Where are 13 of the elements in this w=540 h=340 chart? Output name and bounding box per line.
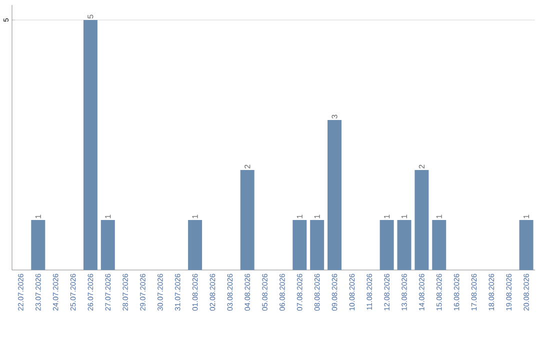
bar bbox=[380, 220, 394, 270]
bar bbox=[397, 220, 412, 270]
bar bbox=[83, 20, 98, 270]
bar bbox=[31, 220, 46, 270]
bar bbox=[519, 220, 534, 270]
bar bbox=[240, 170, 254, 270]
bar bbox=[292, 220, 307, 270]
bar bbox=[100, 220, 115, 270]
bar bbox=[414, 170, 429, 270]
bar bbox=[310, 220, 324, 270]
bar bbox=[328, 120, 342, 270]
bar bbox=[432, 220, 446, 270]
bar bbox=[188, 220, 202, 270]
